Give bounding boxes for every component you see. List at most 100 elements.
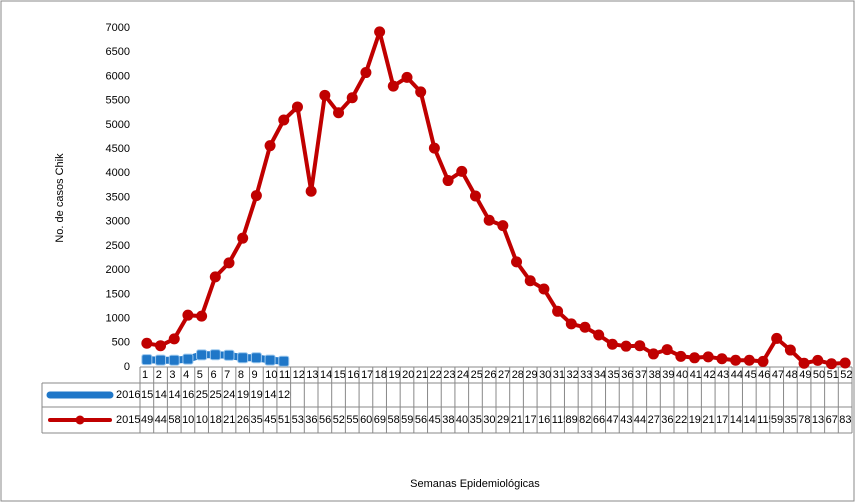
data-point — [182, 309, 194, 321]
data-point — [798, 357, 810, 369]
data-table-value: 190 — [237, 389, 255, 401]
x-tick-label: 6 — [210, 369, 216, 381]
x-tick-label: 32 — [566, 369, 578, 381]
x-tick-label: 52 — [840, 369, 852, 381]
data-table-value: 1050 — [196, 414, 220, 426]
data-table-value: 5610 — [319, 414, 343, 426]
data-point — [661, 344, 673, 356]
data-point — [469, 190, 481, 202]
data-point — [784, 344, 796, 356]
data-point — [812, 354, 824, 366]
data-table-value: 580 — [168, 414, 186, 426]
data-table-value: 6080 — [360, 414, 384, 426]
data-point — [155, 340, 167, 352]
y-tick-label: 2500 — [106, 240, 130, 252]
data-table-value: 152 — [141, 389, 159, 401]
x-tick-label: 44 — [731, 369, 743, 381]
data-point — [209, 349, 221, 361]
x-tick-label: 46 — [758, 369, 770, 381]
data-point — [374, 26, 386, 38]
data-point — [168, 354, 180, 366]
data-table-value: 242 — [223, 389, 241, 401]
data-table-value: 4040 — [456, 414, 480, 426]
data-table-value: 120 — [278, 389, 296, 401]
x-tick-label: 25 — [471, 369, 483, 381]
x-tick-label: 49 — [799, 369, 811, 381]
data-table-value: 170 — [716, 414, 734, 426]
data-table-value: 5800 — [387, 414, 411, 426]
data-point — [250, 352, 262, 364]
data-table-value: 78 — [798, 414, 810, 426]
data-point — [716, 353, 728, 365]
y-tick-label: 4500 — [106, 143, 130, 155]
series-line — [146, 29, 846, 366]
data-point — [291, 101, 303, 113]
data-point — [702, 351, 714, 363]
x-tick-label: 23 — [443, 369, 455, 381]
data-table-value: 5680 — [415, 414, 439, 426]
x-tick-label: 50 — [813, 369, 825, 381]
data-table-value: 4520 — [429, 414, 453, 426]
data-point — [771, 332, 783, 344]
data-point — [278, 114, 290, 126]
x-tick-label: 14 — [320, 369, 332, 381]
data-table-value: 430 — [620, 414, 638, 426]
x-tick-label: 33 — [580, 369, 592, 381]
legend-marker — [75, 415, 85, 425]
data-table-value: 3530 — [470, 414, 494, 426]
data-point — [497, 220, 509, 232]
data-point — [839, 357, 851, 369]
x-tick-label: 29 — [525, 369, 537, 381]
data-point — [333, 107, 345, 119]
data-table-value: 590 — [771, 414, 789, 426]
x-tick-label: 34 — [594, 369, 606, 381]
data-point — [387, 80, 399, 92]
x-tick-label: 43 — [717, 369, 729, 381]
data-point — [456, 165, 468, 177]
x-tick-label: 9 — [252, 369, 258, 381]
x-tick-label: 30 — [539, 369, 551, 381]
data-point — [593, 329, 605, 341]
data-table-value: 820 — [579, 414, 597, 426]
data-point — [634, 340, 646, 352]
y-tick-label: 5000 — [106, 119, 130, 131]
data-table-value: 270 — [648, 414, 666, 426]
x-tick-label: 12 — [293, 369, 305, 381]
x-tick-label: 40 — [676, 369, 688, 381]
data-table-value: 3850 — [442, 414, 466, 426]
x-tick-label: 4 — [183, 369, 189, 381]
y-tick-label: 6500 — [106, 46, 130, 58]
data-point — [675, 350, 687, 362]
data-table-value: 5100 — [278, 414, 302, 426]
x-tick-label: 36 — [621, 369, 633, 381]
data-point — [415, 86, 427, 98]
data-table-value: 3630 — [305, 414, 329, 426]
data-point — [360, 67, 372, 79]
data-table-value: 141 — [155, 389, 173, 401]
data-table-value: 2920 — [497, 414, 521, 426]
x-tick-label: 42 — [703, 369, 715, 381]
x-tick-label: 22 — [430, 369, 442, 381]
y-tick-label: 1500 — [106, 288, 130, 300]
data-table-value: 2170 — [511, 414, 535, 426]
data-table-value: 2150 — [223, 414, 247, 426]
data-point — [182, 353, 194, 365]
data-point — [196, 349, 208, 361]
data-point — [757, 355, 769, 367]
x-tick-label: 41 — [690, 369, 702, 381]
data-table-value: 5370 — [292, 414, 316, 426]
data-table-value: 490 — [141, 414, 159, 426]
data-table-value: 140 — [168, 389, 186, 401]
x-tick-label: 13 — [306, 369, 318, 381]
data-point — [278, 355, 290, 367]
data-table-value: 3030 — [483, 414, 507, 426]
data-point — [209, 271, 221, 283]
y-tick-label: 3000 — [106, 216, 130, 228]
data-point — [155, 354, 167, 366]
data-table-value: 5560 — [346, 414, 370, 426]
data-table-value: 1150 — [552, 414, 576, 426]
data-point — [264, 354, 276, 366]
data-point — [647, 348, 659, 360]
data-point — [730, 354, 742, 366]
